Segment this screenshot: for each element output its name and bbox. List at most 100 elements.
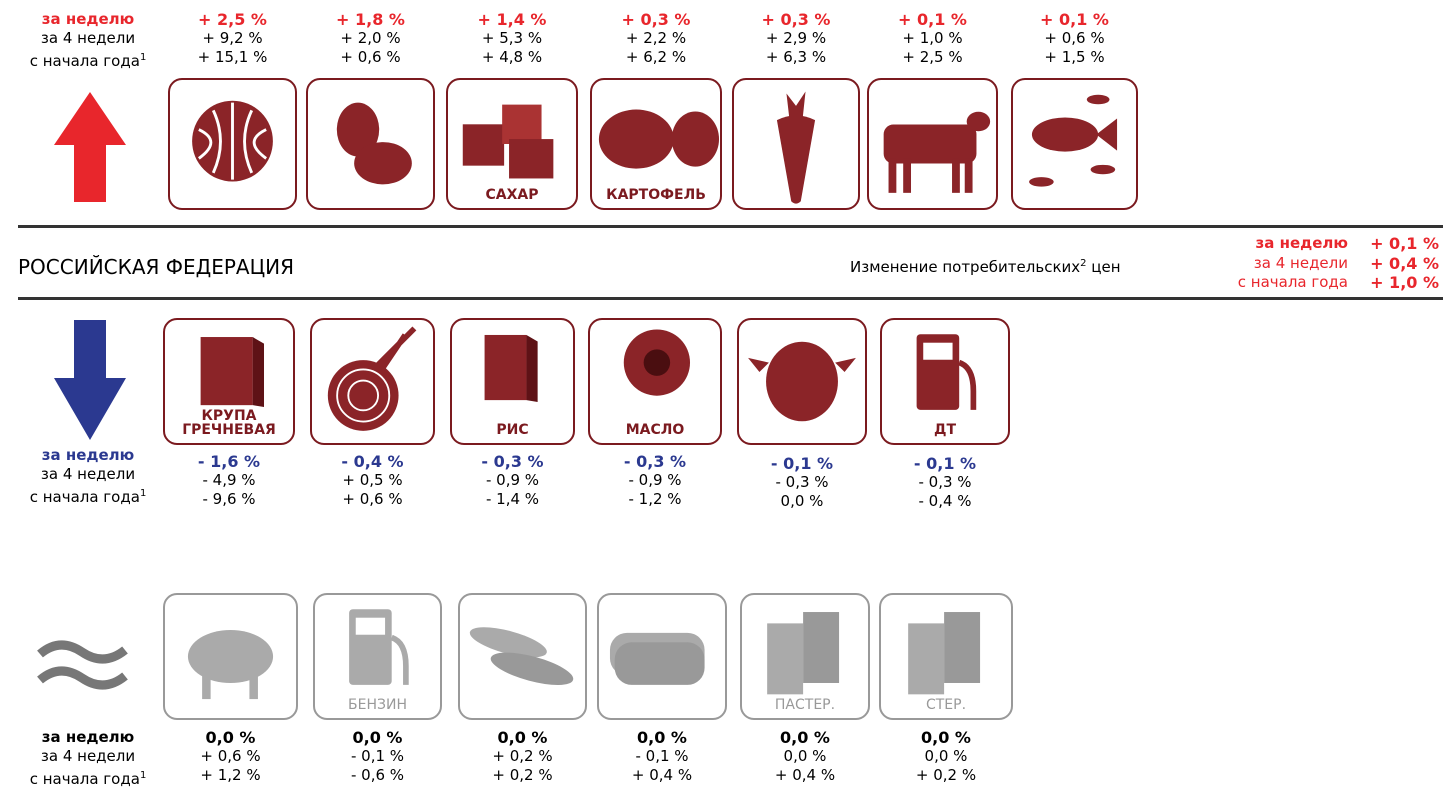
four-week-change: - 0,1 % [350,747,405,765]
icon-shape [336,368,391,423]
four-week-change: + 9,2 % [202,29,263,47]
icon-shape [623,329,691,396]
four-week-change: + 2,2 % [625,29,687,47]
product-card [163,593,298,720]
icon-shape [390,634,409,685]
label-week: за неделю [41,446,135,464]
ytd-change: + 0,4 % [631,766,693,784]
icon-shape [490,652,574,686]
icon-shape [776,91,816,204]
note: 1 [139,770,147,781]
icon-shape [883,111,991,193]
week-change: 0,0 % [780,728,830,747]
region: РОССИЙСКАЯ ФЕДЕРАЦИЯ [18,255,294,279]
product-card: КРУПА ГРЕЧНЕВАЯ [163,318,295,445]
values: + 1,4 % + 5,3 % + 4,8 % [442,10,582,67]
ytd-change: + 0,2 % [915,766,977,784]
values: - 0,1 % - 0,3 % 0,0 % [732,454,872,511]
icon-shape [462,104,554,179]
product-card [732,78,860,210]
icon-shape [349,609,409,685]
icon-shape [526,334,538,402]
four-week-change: - 0,9 % [628,471,682,489]
product-card [168,78,297,210]
values: 0,0 % 0,0 % + 0,4 % [735,728,875,785]
icon-shape [469,627,547,658]
icon-shape [766,341,838,422]
week-change: 0,0 % [352,728,403,747]
icon-shape [469,627,574,686]
icon-shape [609,632,705,685]
icon-shape [748,341,856,422]
label-4weeks: за 4 недели [40,29,136,47]
icon-shape [202,675,211,700]
ytd-change: + 6,3 % [765,48,827,66]
caption: Изменение потребительских2 цен [850,258,1121,276]
icon-shape [336,102,380,157]
icon-shape [944,612,981,683]
product-label: САХАР [485,187,539,203]
week-change: - 0,1 % [770,454,834,473]
product-label: РИС [496,422,529,438]
values: - 0,3 % - 0,9 % - 1,2 % [585,452,725,509]
label-week: за неделю [41,728,135,746]
product-card: ПАСТЕР. [740,593,870,720]
icon-shape [643,349,671,376]
icon-shape [187,630,274,700]
note: 1 [139,488,147,499]
week-change: - 0,4 % [341,452,404,471]
four-week-change: 0,0 % [924,747,968,765]
week-change: - 0,1 % [913,454,977,473]
week-change: + 0,3 % [621,10,691,29]
week-change: + 0,1 % [1040,10,1109,29]
week-change: + 2,5 % [198,10,267,29]
icon-shape [958,359,977,410]
row-labels: за неделю за 4 недели с начала года1 [8,728,168,787]
four-week-change: + 5,3 % [481,29,543,47]
ytd-change: - 0,6 % [350,766,405,784]
icon-shape [803,612,840,683]
values: + 0,1 % + 1,0 % + 2,5 % [863,10,1003,67]
down-arrow [54,320,126,440]
icon-shape [187,630,274,683]
icon-shape [484,334,527,401]
icon-shape [952,158,960,193]
week-change: + 1,8 % [336,10,405,29]
caption-text: Изменение потребительских [850,258,1081,276]
icon-shape [598,109,720,169]
ytd-change: + 6,2 % [625,48,687,66]
product-label: МАСЛО [625,422,685,438]
product-card [1011,78,1138,210]
values: - 0,1 % - 0,3 % - 0,4 % [875,454,1015,511]
row-labels: за неделю за 4 недели с начала года1 [8,446,168,507]
values: + 0,3 % + 2,2 % + 6,2 % [586,10,726,67]
values: - 0,3 % - 0,9 % - 1,4 % [443,452,583,509]
label-ytd-text: с начала года [29,488,140,506]
up-arrow [54,92,126,202]
four-week-change: + 2,9 % [765,29,827,47]
product-label: ДТ [933,422,957,438]
icon-shape [347,379,380,412]
product-card: САХАР [446,78,578,210]
note: 1 [139,52,147,63]
four-week-change: + 1,0 % [902,29,963,47]
week-change: 0,0 % [637,728,687,747]
values: - 1,6 % - 4,9 % - 9,6 % [159,452,299,509]
summary-value: + 0,1 % [1370,234,1439,253]
icon-shape [197,102,268,180]
four-week-change: + 2,0 % [340,29,401,47]
four-week-change: - 4,9 % [202,471,256,489]
values: 0,0 % - 0,1 % + 0,4 % [592,728,732,785]
product-card: БЕНЗИН [313,593,442,720]
icon-shape [1096,118,1118,151]
values: 0,0 % + 0,6 % + 1,2 % [161,728,301,785]
product-card: МАСЛО [588,318,722,445]
product-card [737,318,867,445]
four-week-change: 0,0 % [783,747,827,765]
label-ytd-text: с начала года [29,52,140,70]
caption-text: цен [1091,258,1121,276]
week-change: 0,0 % [921,728,971,747]
icon-shape [888,158,897,193]
product-card: СТЕР. [879,593,1013,720]
